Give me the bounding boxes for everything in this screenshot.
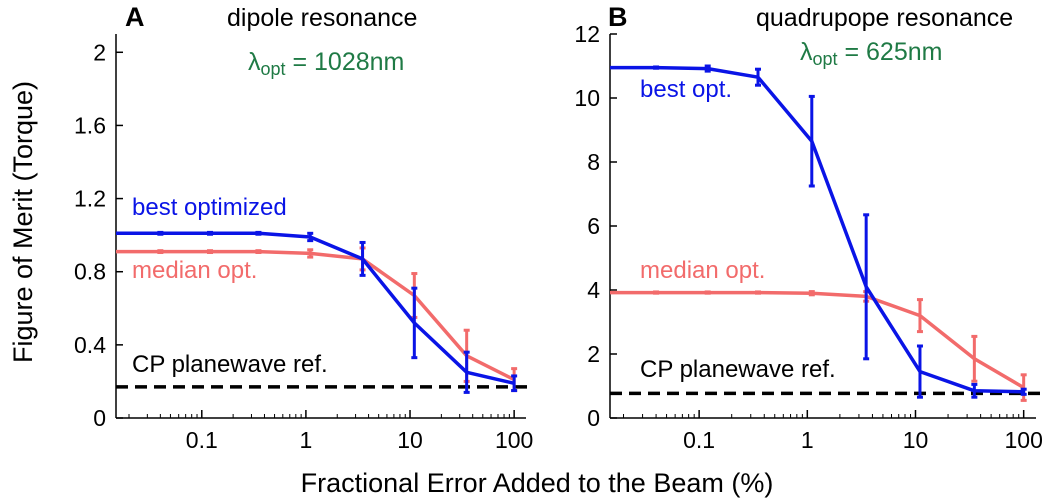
panel-b-x-tick-label: 1 xyxy=(801,427,814,453)
panel-a-y-tick-label: 1.6 xyxy=(74,112,106,138)
panel-b-best-errorbar xyxy=(754,67,761,87)
panel-b-best-errorbar xyxy=(916,344,923,399)
panel-b-lambda-value: = 625nm xyxy=(838,38,943,66)
panel-b-median-errorbar xyxy=(704,290,711,295)
panel-b-best-errorbar xyxy=(808,94,815,188)
panel-a-best-errorbar xyxy=(463,350,470,394)
panel-a-best-errorbar xyxy=(511,374,518,393)
panel-a-best-errorbar xyxy=(307,231,314,243)
panel-a-ref-label: CP planewave ref. xyxy=(132,351,328,378)
y-axis-label: Figure of Merit (Torque) xyxy=(8,81,38,363)
panel-a-x-tick-label: 10 xyxy=(397,427,423,453)
panel-a-letter: A xyxy=(125,2,145,32)
panel-a-title: dipole resonance xyxy=(227,4,417,32)
panel-a-best-label: best optimized xyxy=(132,194,287,221)
panel-b-best-label: best opt. xyxy=(640,76,732,103)
panel-a-best-errorbar xyxy=(207,230,214,236)
panel-a-x-tick-label: 100 xyxy=(495,427,533,453)
panel-b-best-errorbar xyxy=(1020,387,1027,396)
panel-b-y-tick-label: 12 xyxy=(574,21,600,47)
panel-b-y-tick-label: 6 xyxy=(587,213,600,239)
panel-b-best-errorbar xyxy=(653,65,660,70)
panel-b-lambda-symbol: λ xyxy=(800,38,813,66)
panel-a-y-tick-label: 1.2 xyxy=(74,186,106,212)
panel-b-median-errorbar xyxy=(754,290,761,295)
panel-a-plot-area: 0 0.4 0.8 1.2 1.6 2 0.1 1 10 100 xyxy=(74,34,533,453)
panel-a-y-tick-label: 0.8 xyxy=(74,259,106,285)
panel-b-best-errorbar xyxy=(863,213,870,361)
panel-a-median-errorbar xyxy=(207,249,214,255)
panel-b-plot-area: 0 2 4 6 8 10 12 0.1 1 10 100 xyxy=(574,21,1042,453)
panel-b-letter: B xyxy=(608,2,628,32)
panel-b-median-label: median opt. xyxy=(640,257,765,284)
panel-b-y-tick-label: 8 xyxy=(587,149,600,175)
panel-b-y-tick-label: 2 xyxy=(587,341,600,367)
panel-b-x-tick-label: 0.1 xyxy=(683,427,715,453)
panel-b-median-errorbar xyxy=(653,290,660,295)
panel-b-best-errorbar xyxy=(971,382,978,399)
panel-b-title: quadrupope resonance xyxy=(756,4,1013,32)
panel-b-ref-label: CP planewave ref. xyxy=(640,356,836,383)
panel-b-best-errorbar xyxy=(704,64,711,73)
x-axis-label: Fractional Error Added to the Beam (%) xyxy=(301,468,774,498)
panel-a-median-errorbar xyxy=(157,249,164,255)
panel-b-x-tick-label: 100 xyxy=(1004,427,1042,453)
panel-a-y-tick-label: 2 xyxy=(93,39,106,65)
panel-a-median-label: median opt. xyxy=(132,257,257,284)
panel-a-lambda: λopt = 1028nm xyxy=(248,48,404,79)
panel-b: 0 2 4 6 8 10 12 0.1 1 10 100 B quadrupope resonanc… xyxy=(574,2,1042,453)
panel-b-lambda: λopt = 625nm xyxy=(800,38,942,69)
panel-b-x-tick-label: 10 xyxy=(903,427,929,453)
panel-b-y-tick-label: 10 xyxy=(574,85,600,111)
panel-b-median-errorbar xyxy=(1020,373,1027,402)
panel-a-lambda-sub: opt xyxy=(261,59,286,79)
panel-a-lambda-value: = 1028nm xyxy=(286,48,405,76)
panel-a-best-errorbar xyxy=(411,286,418,360)
panel-a-best-errorbar xyxy=(255,230,262,236)
panel-a-median-errorbar xyxy=(307,248,314,259)
panel-a-best-errorbar xyxy=(359,240,366,277)
panel-b-y-tick-label: 0 xyxy=(587,405,600,431)
panel-b-best-line xyxy=(610,65,1024,394)
panel-a-y-tick-label: 0 xyxy=(93,405,106,431)
panel-b-median-errorbar xyxy=(916,298,923,334)
panel-b-y-tick-label: 4 xyxy=(587,277,600,303)
panel-b-lambda-sub: opt xyxy=(813,49,838,69)
panel-a: 0 0.4 0.8 1.2 1.6 2 0.1 1 10 100 A dipole resonan… xyxy=(74,2,533,453)
panel-a-x-tick-label: 1 xyxy=(300,427,313,453)
panel-a-y-tick-label: 0.4 xyxy=(74,332,106,358)
panel-b-median-errorbar xyxy=(971,334,978,383)
panel-a-best-errorbar xyxy=(157,230,164,236)
panel-a-median-errorbar xyxy=(255,249,262,255)
panel-b-median-errorbar xyxy=(808,290,815,297)
panel-a-lambda-symbol: λ xyxy=(248,48,261,76)
panel-a-x-tick-label: 0.1 xyxy=(186,427,218,453)
